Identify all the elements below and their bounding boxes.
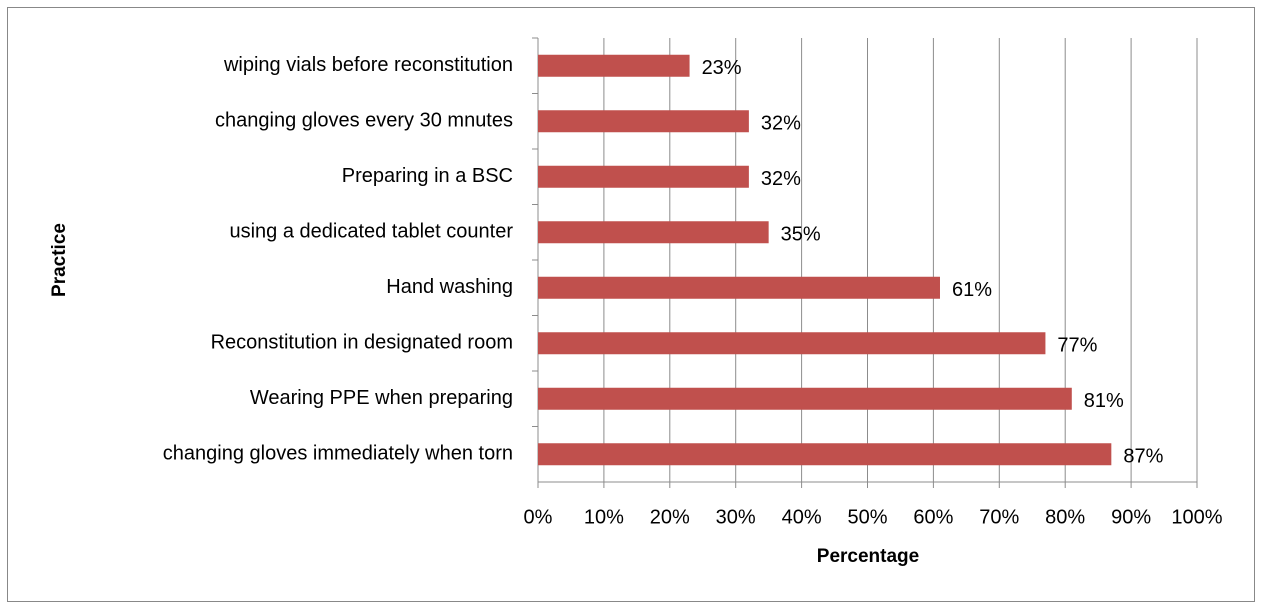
y-tick-label: using a dedicated tablet counter xyxy=(229,221,513,243)
y-tick-label: changing gloves every 30 mnutes xyxy=(215,110,513,132)
y-tick-label: changing gloves immediately when torn xyxy=(163,443,513,465)
x-tick-label: 100% xyxy=(1171,506,1222,528)
x-tick-label: 70% xyxy=(979,506,1019,528)
bar xyxy=(538,387,1072,410)
x-tick-label: 10% xyxy=(584,506,624,528)
bar xyxy=(538,54,690,77)
y-tick-label: Hand washing xyxy=(386,276,513,298)
x-tick-label: 80% xyxy=(1045,506,1085,528)
x-tick-label: 0% xyxy=(524,506,553,528)
data-label: 77% xyxy=(1057,335,1097,357)
x-axis-label: Percentage xyxy=(817,546,919,567)
chart-frame xyxy=(7,7,1255,602)
data-label: 32% xyxy=(761,113,801,135)
data-label: 81% xyxy=(1084,390,1124,412)
data-label: 32% xyxy=(761,168,801,190)
x-tick-label: 20% xyxy=(650,506,690,528)
data-label: 87% xyxy=(1123,446,1163,468)
data-label: 23% xyxy=(702,57,742,79)
bar xyxy=(538,221,769,244)
bar xyxy=(538,443,1112,466)
bar xyxy=(538,332,1046,355)
data-label: 61% xyxy=(952,279,992,301)
x-tick-label: 90% xyxy=(1111,506,1151,528)
bar xyxy=(538,110,749,133)
x-tick-label: 50% xyxy=(847,506,887,528)
x-tick-label: 40% xyxy=(782,506,822,528)
x-tick-label: 30% xyxy=(716,506,756,528)
data-label: 35% xyxy=(781,224,821,246)
y-tick-label: Preparing in a BSC xyxy=(342,165,513,187)
x-tick-label: 60% xyxy=(913,506,953,528)
y-tick-label: Wearing PPE when preparing xyxy=(250,387,513,409)
bar xyxy=(538,276,940,299)
y-axis-label: Practice xyxy=(49,223,70,297)
y-tick-label: wiping vials before reconstitution xyxy=(223,54,513,76)
bar xyxy=(538,165,749,188)
y-tick-label: Reconstitution in designated room xyxy=(211,332,513,354)
